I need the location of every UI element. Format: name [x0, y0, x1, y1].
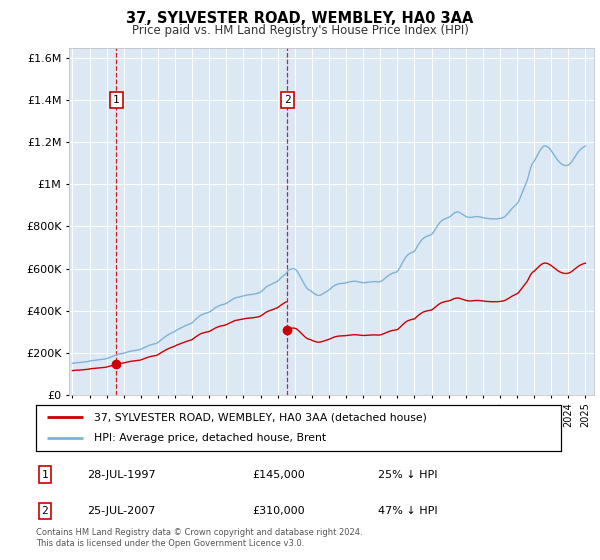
Text: 1: 1	[41, 470, 49, 479]
Text: 47% ↓ HPI: 47% ↓ HPI	[378, 506, 437, 516]
Text: 1: 1	[113, 95, 120, 105]
Text: 37, SYLVESTER ROAD, WEMBLEY, HA0 3AA: 37, SYLVESTER ROAD, WEMBLEY, HA0 3AA	[127, 11, 473, 26]
Text: 25% ↓ HPI: 25% ↓ HPI	[378, 470, 437, 479]
Text: 25-JUL-2007: 25-JUL-2007	[87, 506, 155, 516]
Text: £310,000: £310,000	[252, 506, 305, 516]
Text: Price paid vs. HM Land Registry's House Price Index (HPI): Price paid vs. HM Land Registry's House …	[131, 24, 469, 36]
Text: HPI: Average price, detached house, Brent: HPI: Average price, detached house, Bren…	[94, 433, 326, 444]
Text: 2: 2	[284, 95, 291, 105]
Text: Contains HM Land Registry data © Crown copyright and database right 2024.
This d: Contains HM Land Registry data © Crown c…	[36, 528, 362, 548]
Text: 2: 2	[41, 506, 49, 516]
Text: 37, SYLVESTER ROAD, WEMBLEY, HA0 3AA (detached house): 37, SYLVESTER ROAD, WEMBLEY, HA0 3AA (de…	[94, 412, 427, 422]
Text: £145,000: £145,000	[252, 470, 305, 479]
Text: 28-JUL-1997: 28-JUL-1997	[87, 470, 155, 479]
